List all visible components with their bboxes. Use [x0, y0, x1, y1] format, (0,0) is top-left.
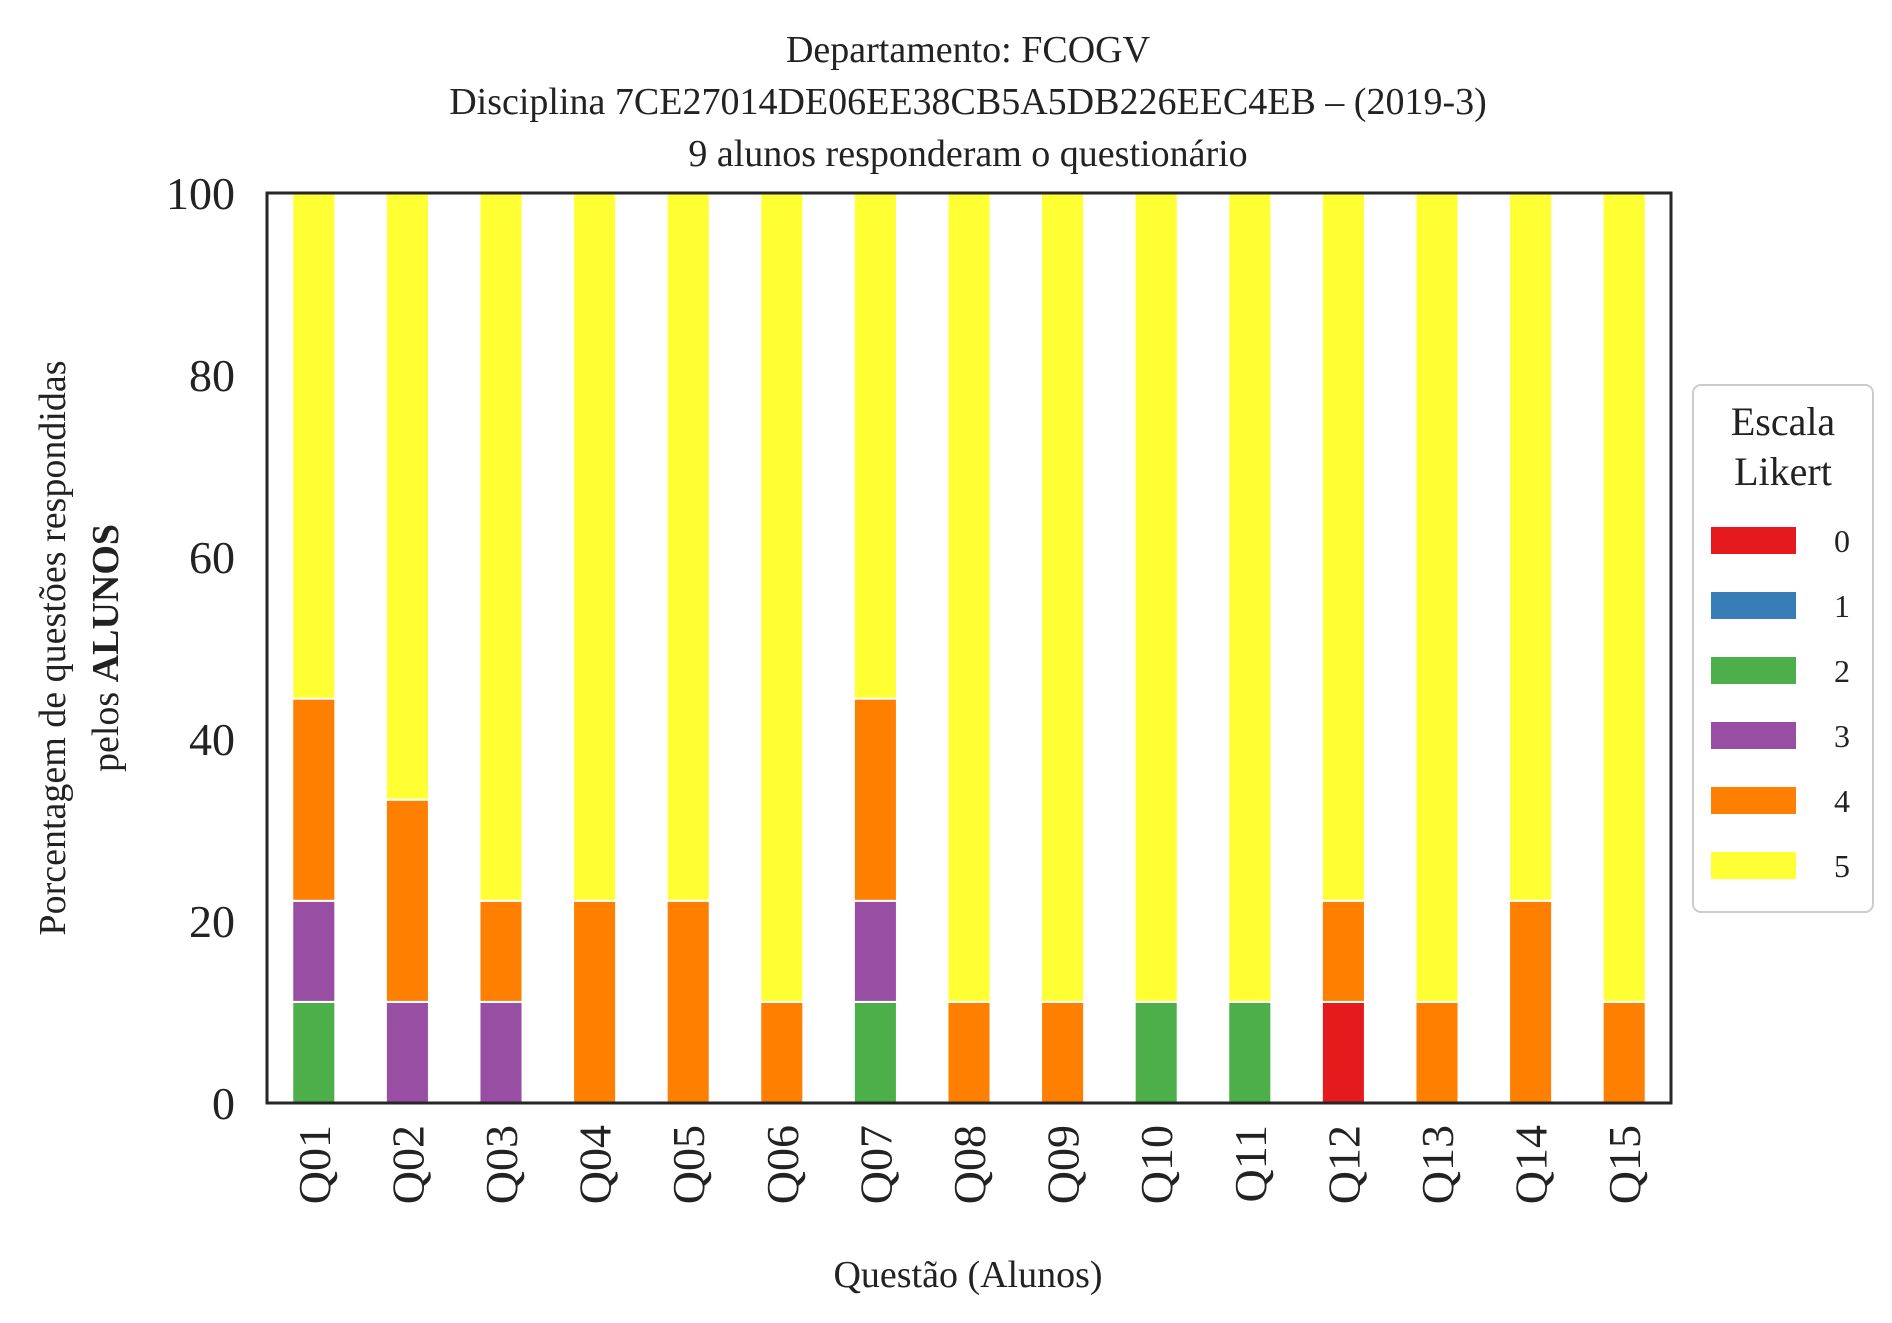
bar-q01-scale-2: [291, 1000, 337, 1105]
x-tick-label-q02: Q02: [382, 1125, 433, 1204]
legend-entry-5: 5: [1711, 848, 1850, 884]
legend-title-line-2: Likert: [1734, 449, 1832, 494]
y-tick-label-100: 100: [166, 168, 235, 219]
bar-q14-scale-4: [1508, 899, 1554, 1104]
bar-q13-scale-4: [1414, 1000, 1460, 1105]
x-tick-label-q09: Q09: [1038, 1125, 1089, 1204]
bar-q13-scale-5: [1414, 192, 1460, 1003]
y-tick-label-40: 40: [189, 714, 235, 765]
legend-frame: [1692, 384, 1874, 913]
legend-entry-4: 4: [1711, 783, 1850, 819]
bars-layer: [291, 192, 1647, 1105]
bar-q07-scale-3: [852, 899, 898, 1003]
x-tick-label-q11: Q11: [1225, 1125, 1276, 1203]
bar-q01-scale-5: [291, 192, 337, 700]
y-tick-label-20: 20: [189, 896, 235, 947]
bar-q08-scale-4: [946, 1000, 992, 1105]
chart-title: Departamento: FCOGV Disciplina 7CE27014D…: [449, 29, 1487, 175]
bar-q02-scale-5: [384, 192, 430, 801]
bar-q03-scale-4: [478, 899, 524, 1003]
y-tick-label-0: 0: [212, 1078, 235, 1129]
legend-entry-0: 0: [1711, 523, 1850, 559]
bar-q01-scale-3: [291, 899, 337, 1003]
x-tick-label-q13: Q13: [1412, 1125, 1463, 1204]
legend-label-2: 2: [1834, 653, 1850, 689]
legend-label-1: 1: [1834, 588, 1850, 624]
bar-q02-scale-4: [384, 798, 430, 1003]
y-axis-label-line-2: pelos ALUNOS: [85, 524, 127, 772]
legend-swatch-3: [1711, 722, 1796, 749]
legend-entry-3: 3: [1711, 718, 1850, 754]
bar-q07-scale-4: [852, 697, 898, 902]
bar-q11-scale-5: [1227, 192, 1273, 1003]
x-axis-ticks: Q01 Q02 Q03 Q04 Q05 Q06 Q07 Q08 Q09 Q10 Q11 Q12 Q13 Q…: [289, 1125, 1650, 1204]
bar-q05-scale-4: [665, 899, 711, 1104]
bar-q02-scale-3: [384, 1000, 430, 1105]
bar-q04-scale-4: [572, 899, 618, 1104]
bar-q05-scale-5: [665, 192, 711, 902]
bar-q12-scale-5: [1320, 192, 1366, 902]
y-tick-label-60: 60: [189, 532, 235, 583]
x-axis-label: Questão (Alunos): [833, 1254, 1102, 1296]
bar-q06-scale-4: [759, 1000, 805, 1105]
y-axis-ticks: 0 20 40 60 80 100: [166, 168, 235, 1129]
bar-q14-scale-5: [1508, 192, 1554, 902]
legend-swatch-0: [1711, 527, 1796, 554]
bar-q12-scale-4: [1320, 899, 1366, 1003]
legend-label-0: 0: [1834, 523, 1850, 559]
legend-label-4: 4: [1834, 783, 1850, 819]
legend-swatch-2: [1711, 657, 1796, 684]
bar-q03-scale-5: [478, 192, 524, 902]
x-tick-label-q07: Q07: [850, 1125, 901, 1204]
x-tick-label-q01: Q01: [289, 1125, 340, 1204]
legend-swatch-1: [1711, 592, 1796, 619]
legend-entry-1: 1: [1711, 588, 1850, 624]
bar-q07-scale-2: [852, 1000, 898, 1105]
legend-entry-2: 2: [1711, 653, 1850, 689]
x-tick-label-q14: Q14: [1506, 1125, 1557, 1204]
chart-title-line-1: Departamento: FCOGV: [786, 29, 1151, 71]
y-axis-label-prefix: pelos: [85, 682, 127, 772]
y-tick-label-80: 80: [189, 350, 235, 401]
bar-q11-scale-2: [1227, 1000, 1273, 1105]
bar-q09-scale-4: [1040, 1000, 1086, 1105]
y-axis-label-line-1: Porcentagem de questões respondidas: [32, 360, 74, 935]
bar-q01-scale-4: [291, 697, 337, 902]
bar-q08-scale-5: [946, 192, 992, 1003]
x-tick-label-q05: Q05: [663, 1125, 714, 1204]
legend-swatch-4: [1711, 787, 1796, 814]
bar-q15-scale-4: [1601, 1000, 1647, 1105]
bar-q04-scale-5: [572, 192, 618, 902]
bar-q03-scale-3: [478, 1000, 524, 1105]
x-tick-label-q12: Q12: [1318, 1125, 1369, 1204]
legend-entries: 0 1 2 3 4 5: [1711, 523, 1850, 884]
legend-title-line-1: Escala: [1731, 399, 1836, 444]
x-tick-label-q06: Q06: [757, 1125, 808, 1204]
bar-q09-scale-5: [1040, 192, 1086, 1003]
bar-q15-scale-5: [1601, 192, 1647, 1003]
plot-frame: [265, 191, 1673, 1105]
bar-q10-scale-5: [1133, 192, 1179, 1003]
x-tick-label-q04: Q04: [570, 1125, 621, 1204]
bar-q10-scale-2: [1133, 1000, 1179, 1105]
bar-q07-scale-5: [852, 192, 898, 700]
bar-q06-scale-5: [759, 192, 805, 1003]
x-tick-label-q10: Q10: [1131, 1125, 1182, 1204]
legend-label-5: 5: [1834, 848, 1850, 884]
legend-label-3: 3: [1834, 718, 1850, 754]
chart-title-line-2: Disciplina 7CE27014DE06EE38CB5A5DB226EEC…: [449, 81, 1487, 123]
y-axis-label: Porcentagem de questões respondidas pelo…: [32, 360, 127, 935]
legend: Escala Likert 0 1 2 3 4 5: [1692, 384, 1874, 913]
bar-q12-scale-0: [1320, 1000, 1366, 1105]
x-tick-label-q15: Q15: [1599, 1125, 1650, 1204]
chart-title-line-3: 9 alunos responderam o questionário: [688, 133, 1247, 175]
y-axis-label-bold: ALUNOS: [85, 524, 127, 682]
x-tick-label-q03: Q03: [476, 1125, 527, 1204]
legend-swatch-5: [1711, 852, 1796, 879]
x-tick-label-q08: Q08: [944, 1125, 995, 1204]
